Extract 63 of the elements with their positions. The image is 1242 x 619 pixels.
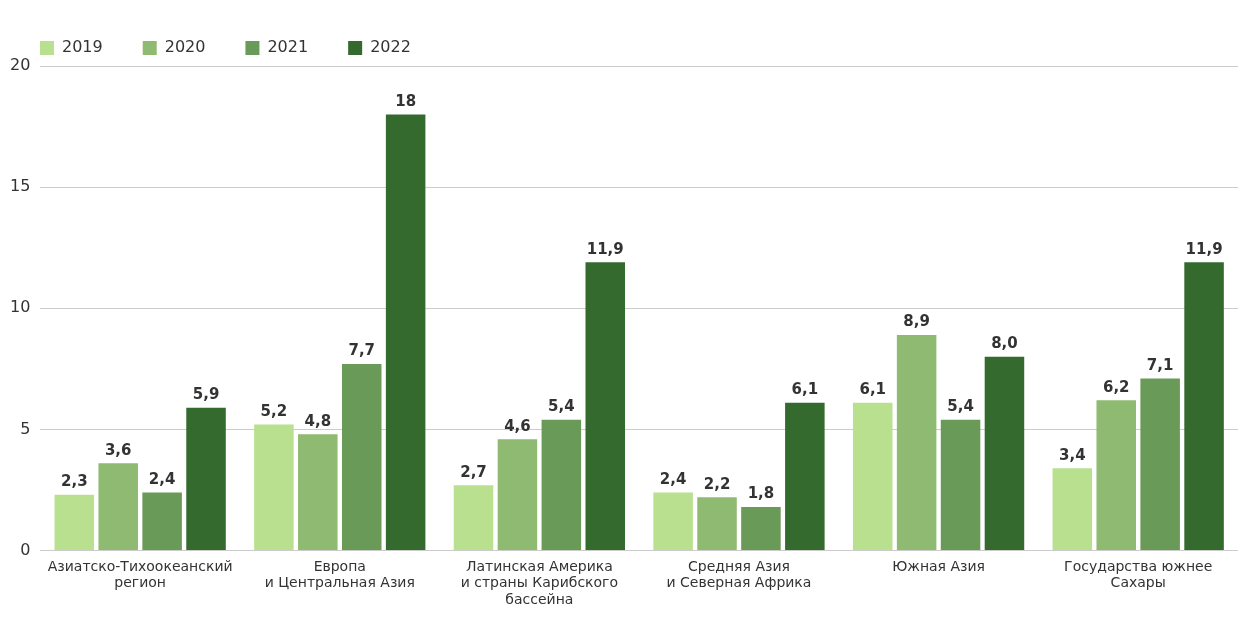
bar xyxy=(142,492,182,551)
data-label: 6,2 xyxy=(1102,377,1130,396)
y-tick-label: 15 xyxy=(10,176,31,196)
data-label: 2,4 xyxy=(659,469,687,488)
bar xyxy=(341,364,382,551)
bar xyxy=(298,434,338,551)
bar xyxy=(697,497,737,551)
x-tick-label: Средняя Азия и Северная Африка xyxy=(666,557,812,591)
bar xyxy=(585,262,626,551)
data-label: 18 xyxy=(395,91,417,110)
bar xyxy=(741,506,781,551)
bar xyxy=(98,463,138,551)
data-label: 2,4 xyxy=(148,469,176,488)
legend-label: 2019 xyxy=(62,37,103,57)
data-label: 6,1 xyxy=(791,380,819,399)
bar xyxy=(254,424,294,551)
bar xyxy=(1184,262,1224,551)
data-label: 4,8 xyxy=(304,411,332,430)
data-label: 3,6 xyxy=(104,440,132,459)
x-tick-label: Южная Азия xyxy=(892,557,986,574)
y-tick-label: 10 xyxy=(10,297,31,317)
legend-label: 2021 xyxy=(267,37,309,57)
bar xyxy=(852,402,893,551)
data-label: 7,1 xyxy=(1146,355,1174,374)
bar xyxy=(785,402,825,551)
bar xyxy=(385,114,426,551)
data-label: 3,4 xyxy=(1059,445,1086,464)
bar xyxy=(541,419,582,551)
bar xyxy=(453,485,494,551)
x-tick-label: Европа и Центральная Азия xyxy=(264,557,415,591)
data-label: 2,7 xyxy=(460,462,487,481)
bar xyxy=(984,356,1025,551)
y-tick-label: 0 xyxy=(20,539,31,559)
bar xyxy=(1140,378,1180,551)
data-label: 1,8 xyxy=(747,484,775,503)
data-label: 5,4 xyxy=(548,397,575,416)
bar xyxy=(653,492,693,551)
x-tick-label: Латинская Америка и страны Карибского бассейна xyxy=(460,557,619,608)
data-label: 11,9 xyxy=(1185,239,1223,258)
y-tick-label: 20 xyxy=(10,55,31,75)
bar xyxy=(896,334,937,551)
bar xyxy=(497,439,538,551)
data-label: 8,0 xyxy=(991,334,1018,353)
data-label: 2,3 xyxy=(61,472,88,491)
x-tick-label: Азиатско-Тихоокеанский регион xyxy=(47,557,233,591)
data-label: 6,1 xyxy=(859,380,887,399)
data-label: 5,9 xyxy=(192,385,220,404)
data-label: 11,9 xyxy=(586,239,624,258)
data-label: 5,2 xyxy=(260,401,288,420)
bar xyxy=(1052,468,1093,551)
y-tick-label: 5 xyxy=(20,418,31,438)
data-label: 2,2 xyxy=(703,474,731,493)
x-tick-label: Государства южнее Сахары xyxy=(1064,557,1213,591)
data-label: 8,9 xyxy=(903,312,930,331)
bar xyxy=(186,407,226,551)
data-label: 7,7 xyxy=(348,341,376,360)
bar xyxy=(54,494,95,551)
legend-label: 2020 xyxy=(164,37,206,57)
legend-label: 2022 xyxy=(370,37,411,57)
data-label: 4,6 xyxy=(504,416,531,435)
bar xyxy=(940,419,981,551)
bar xyxy=(1096,400,1136,551)
data-label: 5,4 xyxy=(947,397,974,416)
